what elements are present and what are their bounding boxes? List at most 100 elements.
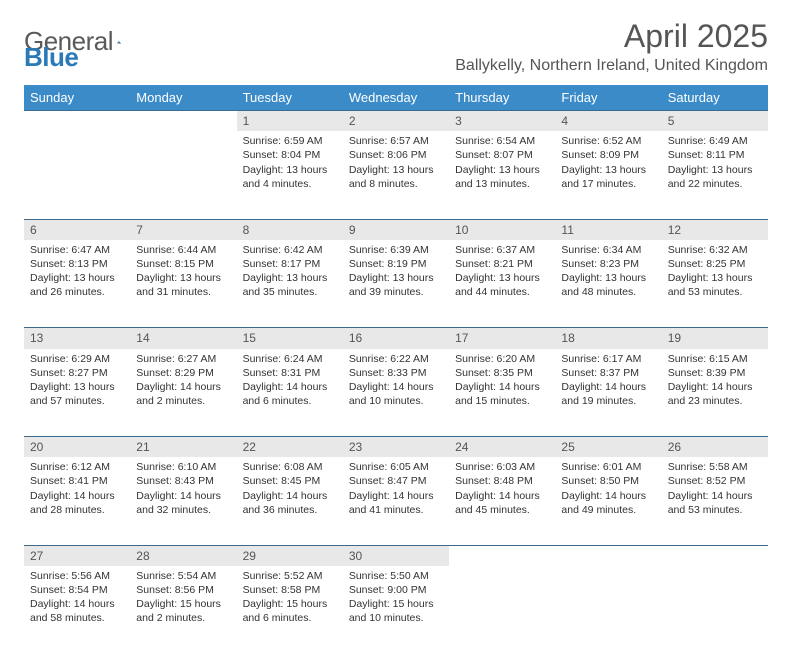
sunrise-line: Sunrise: 6:10 AM [136,460,230,474]
weekday-header: Tuesday [237,85,343,111]
daylight-line: Daylight: 14 hours and 15 minutes. [455,380,549,408]
weekday-header: Monday [130,85,236,111]
sunset-line: Sunset: 8:29 PM [136,366,230,380]
day-number-row: 12345 [24,111,768,132]
sunrise-line: Sunrise: 6:03 AM [455,460,549,474]
day-content-cell: Sunrise: 6:49 AMSunset: 8:11 PMDaylight:… [662,131,768,219]
sunset-line: Sunset: 8:48 PM [455,474,549,488]
day-content-cell: Sunrise: 5:58 AMSunset: 8:52 PMDaylight:… [662,457,768,545]
day-content-cell: Sunrise: 6:54 AMSunset: 8:07 PMDaylight:… [449,131,555,219]
sunrise-line: Sunrise: 6:20 AM [455,352,549,366]
day-content-cell: Sunrise: 6:08 AMSunset: 8:45 PMDaylight:… [237,457,343,545]
day-content-cell: Sunrise: 6:29 AMSunset: 8:27 PMDaylight:… [24,349,130,437]
sunset-line: Sunset: 8:56 PM [136,583,230,597]
day-number-row: 20212223242526 [24,437,768,458]
sunset-line: Sunset: 8:39 PM [668,366,762,380]
daylight-line: Daylight: 14 hours and 23 minutes. [668,380,762,408]
daylight-line: Daylight: 13 hours and 39 minutes. [349,271,443,299]
sunset-line: Sunset: 8:17 PM [243,257,337,271]
day-number-cell: 11 [555,219,661,240]
sunset-line: Sunset: 8:21 PM [455,257,549,271]
sunrise-line: Sunrise: 6:17 AM [561,352,655,366]
day-number-cell: 23 [343,437,449,458]
sunset-line: Sunset: 8:33 PM [349,366,443,380]
sunrise-line: Sunrise: 5:52 AM [243,569,337,583]
day-number-cell: 2 [343,111,449,132]
day-number-cell: 13 [24,328,130,349]
sunrise-line: Sunrise: 6:52 AM [561,134,655,148]
day-number-cell: 29 [237,545,343,566]
day-content-cell [449,566,555,654]
sunrise-line: Sunrise: 5:50 AM [349,569,443,583]
daylight-line: Daylight: 14 hours and 49 minutes. [561,489,655,517]
sunrise-line: Sunrise: 6:34 AM [561,243,655,257]
daylight-line: Daylight: 15 hours and 2 minutes. [136,597,230,625]
daylight-line: Daylight: 13 hours and 26 minutes. [30,271,124,299]
daylight-line: Daylight: 13 hours and 31 minutes. [136,271,230,299]
day-number-cell: 9 [343,219,449,240]
day-number-cell: 26 [662,437,768,458]
weekday-header: Thursday [449,85,555,111]
sunset-line: Sunset: 8:19 PM [349,257,443,271]
sunset-line: Sunset: 8:50 PM [561,474,655,488]
sunset-line: Sunset: 8:23 PM [561,257,655,271]
day-content-cell: Sunrise: 6:05 AMSunset: 8:47 PMDaylight:… [343,457,449,545]
day-content-row: Sunrise: 5:56 AMSunset: 8:54 PMDaylight:… [24,566,768,654]
day-content-row: Sunrise: 6:59 AMSunset: 8:04 PMDaylight:… [24,131,768,219]
day-number-cell [555,545,661,566]
day-number-cell: 10 [449,219,555,240]
sunrise-line: Sunrise: 6:37 AM [455,243,549,257]
daylight-line: Daylight: 14 hours and 19 minutes. [561,380,655,408]
daylight-line: Daylight: 14 hours and 36 minutes. [243,489,337,517]
day-content-cell: Sunrise: 5:50 AMSunset: 9:00 PMDaylight:… [343,566,449,654]
day-number-cell: 14 [130,328,236,349]
sunrise-line: Sunrise: 5:54 AM [136,569,230,583]
day-number-row: 6789101112 [24,219,768,240]
sunrise-line: Sunrise: 6:42 AM [243,243,337,257]
daylight-line: Daylight: 13 hours and 44 minutes. [455,271,549,299]
day-content-row: Sunrise: 6:12 AMSunset: 8:41 PMDaylight:… [24,457,768,545]
day-number-cell: 16 [343,328,449,349]
day-content-cell [555,566,661,654]
daylight-line: Daylight: 14 hours and 41 minutes. [349,489,443,517]
sunrise-line: Sunrise: 6:47 AM [30,243,124,257]
weekday-header: Wednesday [343,85,449,111]
day-content-cell: Sunrise: 6:47 AMSunset: 8:13 PMDaylight:… [24,240,130,328]
sunset-line: Sunset: 8:37 PM [561,366,655,380]
sunrise-line: Sunrise: 6:49 AM [668,134,762,148]
daylight-line: Daylight: 14 hours and 53 minutes. [668,489,762,517]
day-number-cell: 1 [237,111,343,132]
sunrise-line: Sunrise: 6:32 AM [668,243,762,257]
day-content-cell: Sunrise: 6:15 AMSunset: 8:39 PMDaylight:… [662,349,768,437]
sunset-line: Sunset: 9:00 PM [349,583,443,597]
day-content-cell [130,131,236,219]
sunrise-line: Sunrise: 6:24 AM [243,352,337,366]
day-content-cell [662,566,768,654]
sunset-line: Sunset: 8:54 PM [30,583,124,597]
daylight-line: Daylight: 14 hours and 32 minutes. [136,489,230,517]
day-content-cell: Sunrise: 6:59 AMSunset: 8:04 PMDaylight:… [237,131,343,219]
sunset-line: Sunset: 8:58 PM [243,583,337,597]
sunset-line: Sunset: 8:52 PM [668,474,762,488]
sunrise-line: Sunrise: 6:01 AM [561,460,655,474]
sunset-line: Sunset: 8:11 PM [668,148,762,162]
day-number-cell [24,111,130,132]
day-content-cell: Sunrise: 6:34 AMSunset: 8:23 PMDaylight:… [555,240,661,328]
day-content-cell: Sunrise: 6:22 AMSunset: 8:33 PMDaylight:… [343,349,449,437]
sunrise-line: Sunrise: 6:27 AM [136,352,230,366]
day-number-cell: 24 [449,437,555,458]
daylight-line: Daylight: 14 hours and 45 minutes. [455,489,549,517]
daylight-line: Daylight: 13 hours and 35 minutes. [243,271,337,299]
day-number-row: 27282930 [24,545,768,566]
sunrise-line: Sunrise: 5:58 AM [668,460,762,474]
sunset-line: Sunset: 8:41 PM [30,474,124,488]
day-content-cell: Sunrise: 6:20 AMSunset: 8:35 PMDaylight:… [449,349,555,437]
day-number-cell [662,545,768,566]
day-number-cell: 28 [130,545,236,566]
day-number-cell: 21 [130,437,236,458]
sunset-line: Sunset: 8:13 PM [30,257,124,271]
day-content-cell: Sunrise: 5:52 AMSunset: 8:58 PMDaylight:… [237,566,343,654]
day-number-cell: 17 [449,328,555,349]
sunrise-line: Sunrise: 6:39 AM [349,243,443,257]
day-number-cell: 22 [237,437,343,458]
